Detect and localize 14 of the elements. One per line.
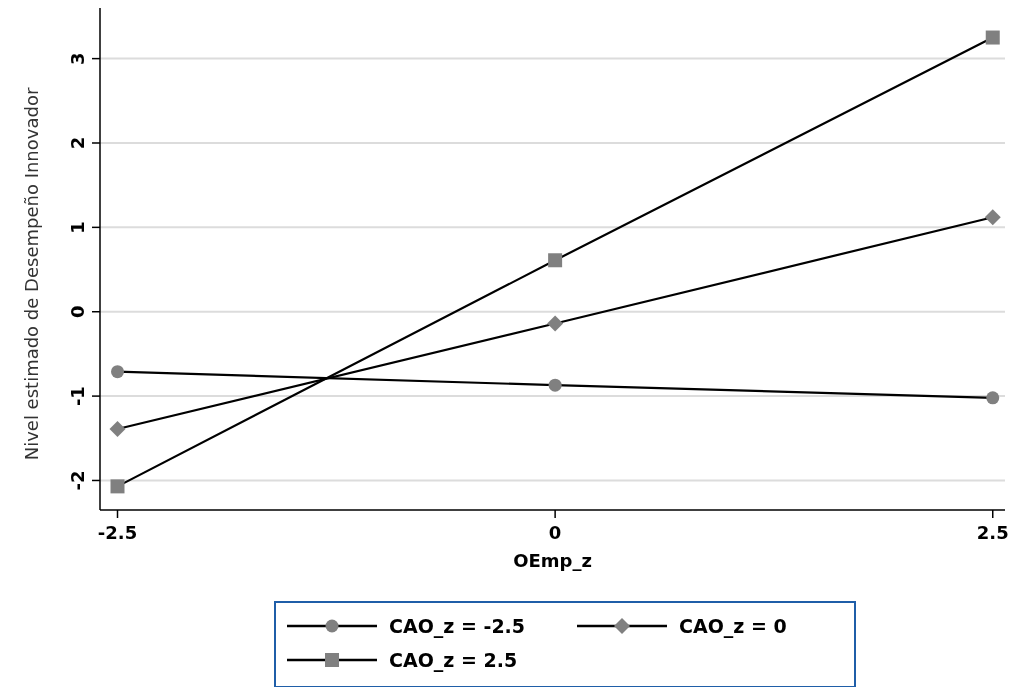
legend-label: CAO_z = 0 xyxy=(679,615,787,638)
y-tick-label: -1 xyxy=(67,386,88,407)
y-tick-label: 3 xyxy=(67,52,88,65)
x-tick-label: 2.5 xyxy=(976,522,1009,543)
y-axis-title: Nivel estimado de Desempeño Innovador xyxy=(21,87,42,461)
y-tick-label: 2 xyxy=(67,136,88,150)
legend-label: CAO_z = 2.5 xyxy=(389,649,518,672)
y-tick-label: 0 xyxy=(67,305,88,318)
x-axis-title: OEmp_z xyxy=(513,550,592,571)
x-tick-label: 0 xyxy=(548,522,562,543)
y-tick-label: 1 xyxy=(67,221,88,234)
legend-label: CAO_z = -2.5 xyxy=(389,615,526,638)
y-tick-label: -2 xyxy=(67,470,88,491)
x-tick-label: -2.5 xyxy=(97,522,138,543)
